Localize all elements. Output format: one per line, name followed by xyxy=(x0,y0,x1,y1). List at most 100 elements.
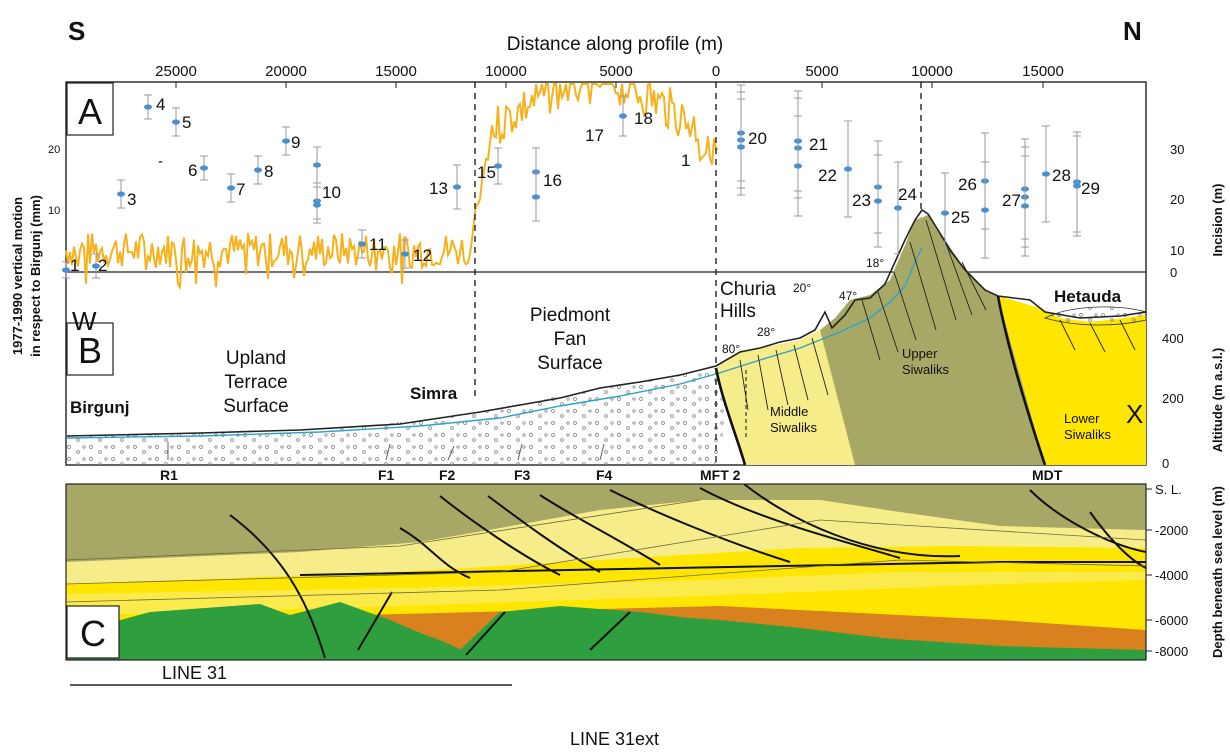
station-label-8: 8 xyxy=(264,162,273,181)
left-axis-title-line2: in respect to Birgunj (mm) xyxy=(28,195,43,357)
station-label-4: 4 xyxy=(156,95,165,114)
altitude-tick-0: 0 xyxy=(1162,456,1169,471)
gps-station-point xyxy=(453,184,461,190)
depth-axis-title: Depth beneath sea level (m) xyxy=(1210,486,1225,658)
fault-arrows xyxy=(167,442,605,461)
gps-station-point xyxy=(894,205,902,211)
bedding-dips xyxy=(739,219,1136,411)
depth-tick-4000: -4000 xyxy=(1155,568,1188,583)
panel-c-frame xyxy=(65,483,1147,661)
panel-a-label-box xyxy=(66,82,114,136)
south-heading: S xyxy=(68,16,85,46)
gps-station-point xyxy=(200,165,208,171)
dip-28: 28° xyxy=(757,325,775,339)
station-label-29: 29 xyxy=(1081,179,1100,198)
station-label-2: 2 xyxy=(98,256,107,275)
station-label-1: 1 xyxy=(70,256,79,275)
gps-station-point xyxy=(794,163,802,169)
top-tick-5000: 5000 xyxy=(599,63,632,80)
station-label-25: 25 xyxy=(951,208,970,227)
depth-tick-6000: -6000 xyxy=(1155,613,1188,628)
station-label-9: 9 xyxy=(291,133,300,152)
top-tick-r5000: 5000 xyxy=(805,63,838,80)
piedmont-line2: Fan xyxy=(554,329,587,350)
panel-b-place-labels: Birgunj Simra Hetauda Upland Terrace Sur… xyxy=(70,279,1122,442)
gps-station-point xyxy=(874,198,882,204)
depth-tick-2000: -2000 xyxy=(1155,523,1188,538)
gps-station-point xyxy=(313,162,321,168)
fault-mft2: MFT 2 xyxy=(700,467,741,483)
churia-line1: Churia xyxy=(720,279,776,300)
station-label-7: 7 xyxy=(236,180,245,199)
north-heading: N xyxy=(1123,16,1142,46)
panel-c-label-box xyxy=(66,605,120,659)
gps-station-point xyxy=(1021,203,1029,209)
gps-station-point xyxy=(144,104,152,110)
gps-station-point xyxy=(358,241,366,247)
line31-label: LINE 31 xyxy=(162,663,227,683)
depth-tick-8000: -8000 xyxy=(1155,644,1188,659)
gps-station-point xyxy=(941,210,949,216)
left-axis-title-line1: 1977-1990 vertical motion xyxy=(10,197,25,355)
altitude-axis-title: Altitude (m a.s.l.) xyxy=(1210,348,1225,453)
station-label-11: 11 xyxy=(369,235,387,254)
station-label-22: 22 xyxy=(818,166,837,185)
top-tick-10000: 10000 xyxy=(485,63,527,80)
top-tick-0: 0 xyxy=(712,63,720,80)
piedmont-line3: Surface xyxy=(537,353,602,374)
station-label-19-partial: 1 xyxy=(681,151,690,170)
lower-siwaliks-unit xyxy=(998,296,1146,465)
panel-a-label: A xyxy=(78,91,102,132)
middle-line1: Middle xyxy=(770,404,808,419)
upland-line2: Terrace xyxy=(224,372,287,393)
top-tick-15000: 15000 xyxy=(375,63,417,80)
gps-station-point xyxy=(254,167,262,173)
station-label-3: 3 xyxy=(127,190,136,209)
top-distance-axis: Distance along profile (m) 25000 20000 1… xyxy=(155,34,1064,80)
sub-label-x: X xyxy=(1126,399,1143,429)
gps-station-point xyxy=(1073,183,1081,189)
panel-c-bedding xyxy=(65,499,1147,603)
gps-station-point xyxy=(737,144,745,150)
top-axis-ticks xyxy=(175,82,1044,88)
gps-station-point xyxy=(313,202,321,208)
station-label-26: 26 xyxy=(958,175,977,194)
fault-labels: R1 F1 F2 F3 F4 MFT 2 MDT xyxy=(160,467,1063,483)
gps-station-point xyxy=(532,194,540,200)
place-hetauda: Hetauda xyxy=(1054,287,1122,306)
station-label-27: 27 xyxy=(1002,191,1021,210)
gps-station-point xyxy=(227,185,235,191)
altitude-tick-400: 400 xyxy=(1162,331,1184,346)
top-tick-r15000: 15000 xyxy=(1022,63,1064,80)
panel-c-cross-section xyxy=(65,483,1147,661)
station-label-12: 12 xyxy=(413,246,432,265)
depth-tick-sl: S. L. xyxy=(1155,482,1182,497)
gps-station-point xyxy=(494,163,502,169)
station-label-23: 23 xyxy=(852,191,871,210)
station-label-6: 6 xyxy=(188,161,197,180)
station-label-24: 24 xyxy=(898,185,917,204)
gps-station-point xyxy=(62,267,70,273)
alluvial-gravel xyxy=(67,340,745,465)
upper-line2: Siwaliks xyxy=(902,362,949,377)
place-simra: Simra xyxy=(410,384,458,403)
middle-line2: Siwaliks xyxy=(770,420,817,435)
panel-b-label: B xyxy=(78,330,102,371)
left-tick-20: 20 xyxy=(48,144,60,156)
line31ext-label: LINE 31ext xyxy=(570,729,659,749)
dip-annotations: 80° 28° 20° 47° 18° xyxy=(722,256,884,356)
topographic-profile xyxy=(66,208,1147,437)
dash-mark: - xyxy=(158,153,163,170)
lower-line2: Siwaliks xyxy=(1064,427,1111,442)
station-label-13: 13 xyxy=(429,179,448,198)
fault-r1: R1 xyxy=(160,467,178,483)
top-tick-r10000: 10000 xyxy=(911,63,953,80)
gps-station-point xyxy=(1042,171,1050,177)
gps-station-point xyxy=(282,138,290,144)
station-label-20: 20 xyxy=(748,129,767,148)
left-axis-title: 1977-1990 vertical motion in respect to … xyxy=(10,195,43,357)
station-label-16: 16 xyxy=(543,171,562,190)
dip-47: 47° xyxy=(839,289,857,303)
incision-tick-10: 10 xyxy=(1170,243,1184,258)
dip-18: 18° xyxy=(866,256,884,270)
